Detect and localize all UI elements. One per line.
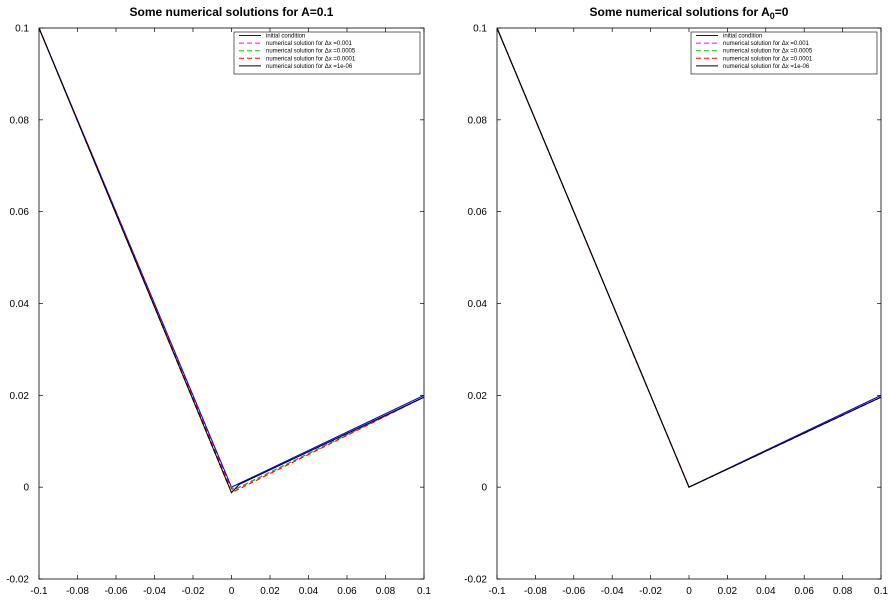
x-tick-label: 0.04 <box>756 586 776 597</box>
legend-label-5: numerical solution for Δx =1e-06 <box>723 64 810 70</box>
y-tick-label: 0.04 <box>468 299 488 310</box>
x-tick-label: 0.08 <box>833 586 853 597</box>
x-tick-label: -0.1 <box>30 586 48 597</box>
y-tick-label: 0.04 <box>10 299 30 310</box>
legend-label-4: numerical solution for Δx =0.0001 <box>266 56 356 62</box>
x-tick-label: 0 <box>229 586 235 597</box>
x-tick-label: 0.08 <box>376 586 396 597</box>
plot-frame <box>496 27 882 580</box>
y-tick-label: 0.08 <box>10 115 30 126</box>
series-line-2 <box>38 27 425 491</box>
series-line-5 <box>38 27 425 494</box>
legend-label-2: numerical solution for Δx =0.001 <box>266 41 353 47</box>
legend-label-4: numerical solution for Δx =0.0001 <box>723 56 813 62</box>
chart-title-subscript: 0 <box>770 11 775 21</box>
x-tick-label: 0.1 <box>874 586 888 597</box>
legend-box <box>233 31 421 75</box>
y-tick-label: 0.06 <box>10 207 30 218</box>
legend-label-1: initial condition <box>266 34 305 40</box>
y-tick-label: 0 <box>481 483 487 494</box>
x-tick-label: 0.06 <box>794 586 814 597</box>
chart-title: Some numerical solutions for A0=0 <box>590 5 789 21</box>
chart-title-suffix: =0 <box>775 5 789 19</box>
x-tick-label: 0 <box>686 586 692 597</box>
x-tick-label: -0.08 <box>66 586 89 597</box>
y-tick-label: 0.06 <box>468 207 488 218</box>
x-tick-label: -0.02 <box>639 586 662 597</box>
series-line-3 <box>496 27 882 488</box>
y-tick-label: 0 <box>23 483 29 494</box>
chart-title: Some numerical solutions for A=0.1 <box>130 5 334 19</box>
x-tick-label: 0.02 <box>260 586 280 597</box>
legend-label-2: numerical solution for Δx =0.001 <box>723 41 810 47</box>
chart-panel-2: Some numerical solutions for A0=0-0.1 -0.… <box>464 5 888 597</box>
chart-panel-1: Some numerical solutions for A=0.1-0.1 -0… <box>6 5 431 597</box>
series-line-3 <box>38 27 425 491</box>
x-tick-label: -0.04 <box>143 586 166 597</box>
x-tick-label: -0.02 <box>182 586 205 597</box>
legend-label-1: initial condition <box>723 34 762 40</box>
chart-title-main: Some numerical solutions for A <box>590 5 771 19</box>
x-tick-label: -0.06 <box>105 586 128 597</box>
series-line-4 <box>496 27 882 488</box>
y-tick-label: 0.1 <box>473 24 487 35</box>
x-tick-label: 0.04 <box>299 586 319 597</box>
x-tick-label: -0.04 <box>601 586 624 597</box>
y-tick-label: 0.02 <box>10 391 30 402</box>
legend-label-5: numerical solution for Δx =1e-06 <box>266 64 353 70</box>
x-tick-label: -0.1 <box>488 586 506 597</box>
x-tick-label: -0.06 <box>562 586 585 597</box>
x-tick-label: 0.1 <box>417 586 431 597</box>
series-line-1 <box>496 27 882 488</box>
y-tick-label: -0.02 <box>6 575 29 586</box>
legend-box <box>690 31 878 75</box>
series-line-4 <box>38 27 425 493</box>
legend-label-3: numerical solution for Δx =0.0005 <box>266 49 356 55</box>
legend-label-3: numerical solution for Δx =0.0005 <box>723 49 813 55</box>
chart-title-main: Some numerical solutions for A=0.1 <box>130 5 334 19</box>
plot-frame <box>38 27 425 580</box>
series-line-2 <box>496 27 882 488</box>
y-tick-label: 0.1 <box>15 24 29 35</box>
x-tick-label: -0.08 <box>524 586 547 597</box>
x-tick-label: 0.06 <box>337 586 357 597</box>
y-tick-label: 0.08 <box>468 115 488 126</box>
x-tick-label: 0.02 <box>718 586 738 597</box>
y-tick-label: 0.02 <box>468 391 488 402</box>
series-line-5 <box>496 27 882 488</box>
y-tick-label: -0.02 <box>464 575 487 586</box>
series-line-1 <box>38 27 425 488</box>
